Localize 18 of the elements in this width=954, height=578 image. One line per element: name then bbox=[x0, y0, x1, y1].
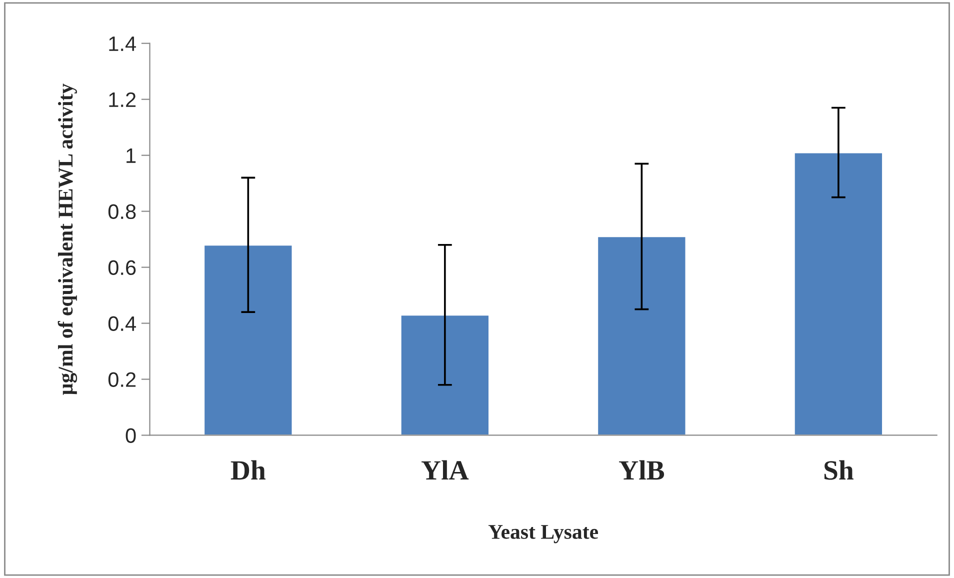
y-tick-label: 0.2 bbox=[108, 372, 136, 388]
y-axis-title: µg/ml of equivalent HEWL activity bbox=[58, 84, 78, 395]
y-tick-label: 0.6 bbox=[108, 260, 136, 276]
bar bbox=[400, 314, 490, 436]
y-tick-label: 1 bbox=[126, 148, 136, 163]
bar bbox=[203, 244, 294, 436]
bar bbox=[596, 236, 687, 436]
y-tick-label: 0.4 bbox=[108, 316, 136, 332]
x-tick-label: Sh bbox=[824, 460, 854, 480]
y-tick-label: 0 bbox=[126, 428, 136, 443]
y-tick-label: 1.4 bbox=[109, 36, 136, 51]
x-tick-label: YlB bbox=[619, 460, 664, 480]
bar bbox=[793, 152, 884, 436]
x-tick-label: YlA bbox=[421, 460, 469, 480]
y-tick-label: 0.8 bbox=[108, 204, 136, 220]
y-tick-label: 1.2 bbox=[109, 92, 136, 107]
x-axis-title: Yeast Lysate bbox=[488, 525, 598, 544]
x-tick-label: Dh bbox=[230, 460, 266, 480]
